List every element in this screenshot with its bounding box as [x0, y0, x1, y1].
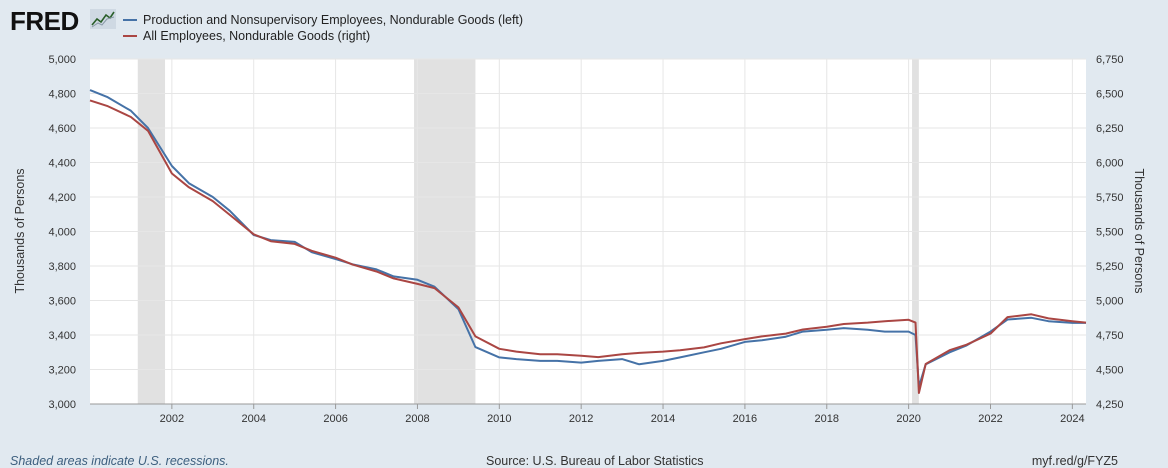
gridlines	[90, 58, 1086, 405]
y-tick-label-right: 5,500	[1096, 227, 1124, 239]
legend-label: Production and Nonsupervisory Employees,…	[143, 13, 524, 27]
y-tick-label-right: 5,250	[1096, 261, 1124, 273]
y-tick-label-right: 4,250	[1096, 399, 1124, 411]
x-tick-label: 2006	[323, 413, 347, 425]
chart-legend: Production and Nonsupervisory Employees,…	[123, 12, 523, 44]
x-tick-label: 2002	[160, 413, 184, 425]
x-tick-label: 2018	[815, 413, 839, 425]
series-line-all-employees	[89, 99, 1087, 394]
y-tick-label-left: 3,400	[48, 330, 76, 342]
axes: 3,000 3,200 3,400 3,600 3,800 4,000 4,200 4,400…	[48, 54, 1123, 425]
x-tick-label: 2010	[487, 413, 511, 425]
x-tick-label: 2008	[405, 413, 429, 425]
y-tick-label-right: 5,750	[1096, 192, 1124, 204]
y-tick-label-right: 5,000	[1096, 296, 1124, 308]
y-tick-label-left: 5,000	[48, 54, 76, 66]
y-tick-label-left: 4,400	[48, 158, 76, 170]
legend-item-all-employees[interactable]: All Employees, Nondurable Goods (right)	[123, 28, 523, 44]
y-tick-label-left: 3,200	[48, 365, 76, 377]
legend-label: All Employees, Nondurable Goods (right)	[143, 29, 371, 43]
source-text: Source: U.S. Bureau of Labor Statistics	[486, 454, 704, 468]
x-tick-label: 2020	[896, 413, 920, 425]
y-tick-label-right: 4,500	[1096, 365, 1124, 377]
y-tick-label-right: 6,500	[1096, 89, 1124, 101]
x-tick-label: 2016	[733, 413, 757, 425]
y-tick-label-left: 3,000	[48, 399, 76, 411]
y-tick-label-left: 4,600	[48, 123, 76, 135]
y-tick-label-right: 4,750	[1096, 330, 1124, 342]
short-link[interactable]: myf.red/g/FYZ5	[1031, 454, 1118, 468]
y-tick-label-right: 6,250	[1096, 123, 1124, 135]
fred-logo[interactable]: FRED	[10, 6, 79, 36]
y-tick-label-left: 4,800	[48, 89, 76, 101]
x-tick-label: 2014	[651, 413, 675, 425]
legend-swatch-blue	[123, 19, 137, 21]
x-tick-label: 2012	[569, 413, 593, 425]
legend-swatch-red	[123, 35, 137, 37]
y-axis-label-left: Thousands of Persons	[13, 168, 27, 293]
recession-note: Shaded areas indicate U.S. recessions.	[10, 454, 229, 468]
y-axis-label-right: Thousands of Persons	[1132, 168, 1146, 293]
y-tick-label-right: 6,750	[1096, 54, 1124, 66]
legend-item-production[interactable]: Production and Nonsupervisory Employees,…	[123, 12, 523, 28]
trend-chart-icon	[90, 9, 116, 29]
y-tick-label-left: 3,600	[48, 296, 76, 308]
y-tick-label-left: 4,200	[48, 192, 76, 204]
y-tick-label-right: 6,000	[1096, 158, 1124, 170]
series-lines	[89, 89, 1087, 394]
x-tick-label: 2004	[241, 413, 265, 425]
x-tick-label: 2022	[978, 413, 1002, 425]
x-tick-label: 2024	[1060, 413, 1084, 425]
y-tick-label-left: 3,800	[48, 261, 76, 273]
y-tick-label-left: 4,000	[48, 227, 76, 239]
